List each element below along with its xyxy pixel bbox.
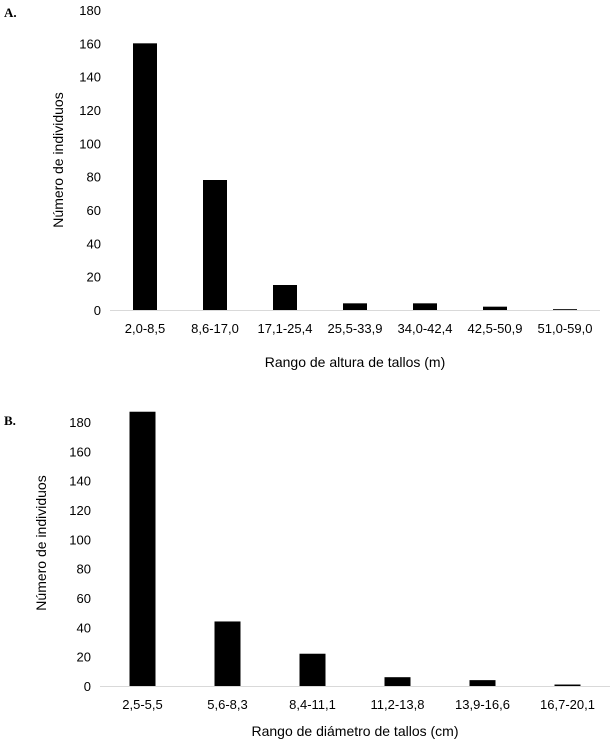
chart-b: B. Número de individuos Rango de diámetr… [4,411,610,739]
y-tick-label: 60 [87,203,101,218]
y-tick-label: 0 [94,303,101,318]
x-tick-label: 8,4-11,1 [289,697,336,712]
x-tick-label: 2,5-5,5 [122,697,162,712]
x-tick-label: 11,2-13,8 [371,697,425,712]
x-tick-label: 2,0-8,5 [125,321,165,336]
x-tick-label: 17,1-25,4 [258,321,313,336]
y-tick-label: 160 [79,36,101,51]
y-axis-title-a: Número de individuos [50,92,66,227]
x-tick-label: 51,0-59,0 [538,321,593,336]
x-axis-title-b: Rango de diámetro de tallos (cm) [252,723,459,739]
bar [203,180,227,310]
y-ticks-a: 0 20 40 60 80 100 120 140 160 180 [79,3,101,318]
x-tick-label: 16,7-20,1 [540,697,595,712]
bar [554,684,581,686]
x-tick-label: 8,6-17,0 [191,321,239,336]
y-ticks-b: 0 20 40 60 80 100 120 140 160 180 [69,415,91,694]
bar [469,680,496,686]
y-tick-label: 80 [87,170,101,185]
y-tick-label: 100 [79,136,101,151]
y-tick-label: 140 [69,474,91,489]
bar [413,303,437,310]
x-tick-label: 42,5-50,9 [468,321,523,336]
bars-a [133,43,577,310]
x-ticks-b: 2,5-5,5 5,6-8,3 8,4-11,1 11,2-13,8 13,9-16,6… [122,697,595,712]
bar [214,621,241,686]
y-tick-label: 140 [79,70,101,85]
y-tick-label: 100 [69,532,91,547]
y-tick-label: 80 [77,562,91,577]
bars-b [129,411,581,686]
y-tick-label: 120 [69,503,91,518]
x-tick-label: 25,5-33,9 [328,321,383,336]
x-tick-label: 34,0-42,4 [398,321,453,336]
bar [273,285,297,310]
bar [553,309,577,310]
y-tick-label: 20 [87,270,101,285]
y-tick-label: 0 [84,679,91,694]
y-tick-label: 40 [87,236,101,251]
x-tick-label: 13,9-16,6 [455,697,510,712]
y-tick-label: 40 [77,620,91,635]
y-axis-title-b: Número de individuos [33,475,49,610]
y-tick-label: 180 [69,415,91,430]
y-tick-label: 160 [69,444,91,459]
bar [299,653,326,686]
y-tick-label: 60 [77,591,91,606]
x-ticks-a: 2,0-8,5 8,6-17,0 17,1-25,4 25,5-33,9 34,0-42… [125,321,593,336]
panel-label-b: B. [4,413,16,428]
bar [384,677,411,686]
y-tick-label: 120 [79,103,101,118]
chart-a: A. Número de individuos Rango de altura … [4,3,600,370]
x-tick-label: 5,6-8,3 [207,697,247,712]
panel-label-a: A. [4,5,17,20]
y-tick-label: 180 [79,3,101,18]
bar [483,306,507,310]
bar [129,411,156,686]
x-axis-title-a: Rango de altura de tallos (m) [265,354,446,370]
y-tick-label: 20 [77,650,91,665]
bar [343,303,367,310]
bar [133,43,157,310]
